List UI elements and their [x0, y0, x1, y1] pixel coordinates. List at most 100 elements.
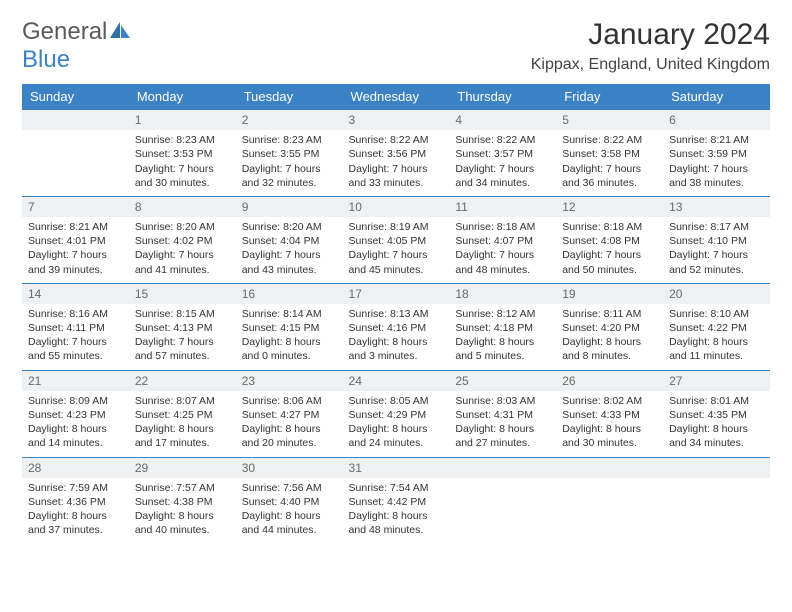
day-number: 5	[556, 110, 663, 131]
sunrise-text: Sunrise: 8:18 AM	[562, 220, 657, 234]
sunrise-text: Sunrise: 8:21 AM	[28, 220, 123, 234]
sunset-text: Sunset: 4:08 PM	[562, 234, 657, 248]
day-header: Thursday	[449, 84, 556, 110]
sunset-text: Sunset: 4:35 PM	[669, 408, 764, 422]
sunset-text: Sunset: 4:23 PM	[28, 408, 123, 422]
day-cell: Sunrise: 7:59 AMSunset: 4:36 PMDaylight:…	[22, 478, 129, 544]
sunrise-text: Sunrise: 8:01 AM	[669, 394, 764, 408]
day-header: Monday	[129, 84, 236, 110]
sunset-text: Sunset: 4:33 PM	[562, 408, 657, 422]
calendar-table: Sunday Monday Tuesday Wednesday Thursday…	[22, 84, 770, 543]
info-row: Sunrise: 8:23 AMSunset: 3:53 PMDaylight:…	[22, 130, 770, 196]
sunrise-text: Sunrise: 8:05 AM	[349, 394, 444, 408]
day-header: Tuesday	[236, 84, 343, 110]
day-number: 7	[22, 196, 129, 217]
sunset-text: Sunset: 4:02 PM	[135, 234, 230, 248]
day-number: 4	[449, 110, 556, 131]
day-cell: Sunrise: 8:16 AMSunset: 4:11 PMDaylight:…	[22, 304, 129, 370]
day-cell: Sunrise: 8:17 AMSunset: 4:10 PMDaylight:…	[663, 217, 770, 283]
sunset-text: Sunset: 4:15 PM	[242, 321, 337, 335]
sunset-text: Sunset: 4:01 PM	[28, 234, 123, 248]
day-header-row: Sunday Monday Tuesday Wednesday Thursday…	[22, 84, 770, 110]
sunrise-text: Sunrise: 8:03 AM	[455, 394, 550, 408]
sunset-text: Sunset: 4:38 PM	[135, 495, 230, 509]
day-number: 23	[236, 370, 343, 391]
day-cell: Sunrise: 7:54 AMSunset: 4:42 PMDaylight:…	[343, 478, 450, 544]
daylight-text: Daylight: 7 hours and 38 minutes.	[669, 162, 764, 190]
day-number: 2	[236, 110, 343, 131]
day-number: 14	[22, 283, 129, 304]
daylight-text: Daylight: 8 hours and 20 minutes.	[242, 422, 337, 450]
day-number: 15	[129, 283, 236, 304]
day-header: Friday	[556, 84, 663, 110]
sunset-text: Sunset: 4:07 PM	[455, 234, 550, 248]
daynum-row: 14151617181920	[22, 283, 770, 304]
daylight-text: Daylight: 8 hours and 40 minutes.	[135, 509, 230, 537]
sunset-text: Sunset: 4:11 PM	[28, 321, 123, 335]
day-cell: Sunrise: 8:22 AMSunset: 3:57 PMDaylight:…	[449, 130, 556, 196]
daylight-text: Daylight: 7 hours and 43 minutes.	[242, 248, 337, 276]
sunset-text: Sunset: 4:04 PM	[242, 234, 337, 248]
day-cell: Sunrise: 8:10 AMSunset: 4:22 PMDaylight:…	[663, 304, 770, 370]
sunset-text: Sunset: 4:40 PM	[242, 495, 337, 509]
info-row: Sunrise: 8:16 AMSunset: 4:11 PMDaylight:…	[22, 304, 770, 370]
day-cell: Sunrise: 8:20 AMSunset: 4:02 PMDaylight:…	[129, 217, 236, 283]
day-header: Wednesday	[343, 84, 450, 110]
sunrise-text: Sunrise: 8:22 AM	[455, 133, 550, 147]
day-cell	[22, 130, 129, 196]
sunrise-text: Sunrise: 8:23 AM	[135, 133, 230, 147]
sunrise-text: Sunrise: 8:20 AM	[135, 220, 230, 234]
daylight-text: Daylight: 7 hours and 48 minutes.	[455, 248, 550, 276]
sunrise-text: Sunrise: 8:14 AM	[242, 307, 337, 321]
sunset-text: Sunset: 3:58 PM	[562, 147, 657, 161]
day-cell: Sunrise: 8:02 AMSunset: 4:33 PMDaylight:…	[556, 391, 663, 457]
day-number: 20	[663, 283, 770, 304]
sunrise-text: Sunrise: 8:11 AM	[562, 307, 657, 321]
day-number: 8	[129, 196, 236, 217]
daynum-row: 28293031	[22, 457, 770, 478]
sunrise-text: Sunrise: 8:12 AM	[455, 307, 550, 321]
sunset-text: Sunset: 4:42 PM	[349, 495, 444, 509]
day-cell: Sunrise: 7:57 AMSunset: 4:38 PMDaylight:…	[129, 478, 236, 544]
daylight-text: Daylight: 8 hours and 17 minutes.	[135, 422, 230, 450]
day-number: 19	[556, 283, 663, 304]
daylight-text: Daylight: 8 hours and 37 minutes.	[28, 509, 123, 537]
sunset-text: Sunset: 4:27 PM	[242, 408, 337, 422]
day-cell: Sunrise: 8:19 AMSunset: 4:05 PMDaylight:…	[343, 217, 450, 283]
daylight-text: Daylight: 7 hours and 36 minutes.	[562, 162, 657, 190]
sunset-text: Sunset: 3:57 PM	[455, 147, 550, 161]
sunrise-text: Sunrise: 8:19 AM	[349, 220, 444, 234]
sunrise-text: Sunrise: 8:22 AM	[349, 133, 444, 147]
sunset-text: Sunset: 4:25 PM	[135, 408, 230, 422]
daylight-text: Daylight: 8 hours and 30 minutes.	[562, 422, 657, 450]
info-row: Sunrise: 8:21 AMSunset: 4:01 PM Daylight:…	[22, 217, 770, 283]
daynum-row: 78910111213	[22, 196, 770, 217]
daylight-text: Daylight: 7 hours and 55 minutes.	[28, 335, 123, 363]
daylight-text: Daylight: 8 hours and 5 minutes.	[455, 335, 550, 363]
day-cell: Sunrise: 8:09 AMSunset: 4:23 PMDaylight:…	[22, 391, 129, 457]
sunrise-text: Sunrise: 8:09 AM	[28, 394, 123, 408]
sunset-text: Sunset: 3:55 PM	[242, 147, 337, 161]
sunset-text: Sunset: 4:22 PM	[669, 321, 764, 335]
sunset-text: Sunset: 4:13 PM	[135, 321, 230, 335]
sunrise-text: Sunrise: 8:07 AM	[135, 394, 230, 408]
day-number: 27	[663, 370, 770, 391]
day-number: 24	[343, 370, 450, 391]
day-cell: Sunrise: 8:12 AMSunset: 4:18 PMDaylight:…	[449, 304, 556, 370]
daylight-text: Daylight: 8 hours and 8 minutes.	[562, 335, 657, 363]
day-number: 21	[22, 370, 129, 391]
day-cell: Sunrise: 8:20 AMSunset: 4:04 PMDaylight:…	[236, 217, 343, 283]
day-cell: Sunrise: 8:15 AMSunset: 4:13 PMDaylight:…	[129, 304, 236, 370]
day-cell: Sunrise: 8:23 AMSunset: 3:53 PMDaylight:…	[129, 130, 236, 196]
sunrise-text: Sunrise: 7:56 AM	[242, 481, 337, 495]
day-number: 22	[129, 370, 236, 391]
daynum-row: 123456	[22, 110, 770, 131]
day-number: 3	[343, 110, 450, 131]
daylight-text: Daylight: 7 hours and 57 minutes.	[135, 335, 230, 363]
logo-text-general: General	[22, 18, 107, 45]
day-header: Sunday	[22, 84, 129, 110]
day-cell: Sunrise: 8:03 AMSunset: 4:31 PMDaylight:…	[449, 391, 556, 457]
header: General Blue January 2024 Kippax, Englan…	[22, 18, 770, 74]
sunrise-text: Sunrise: 8:15 AM	[135, 307, 230, 321]
daylight-text: Daylight: 7 hours and 50 minutes.	[562, 248, 657, 276]
